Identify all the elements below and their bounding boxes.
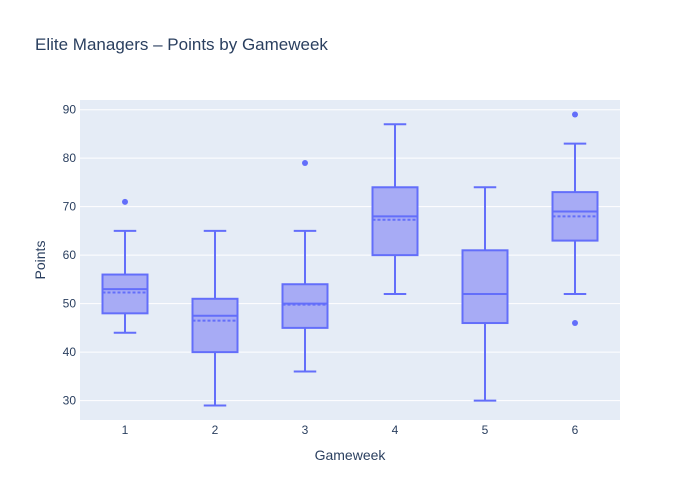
y-tick-labels: 30 40 50 60 70 80 90 xyxy=(63,103,77,408)
x-tick-label: 1 xyxy=(122,423,129,437)
y-gridlines xyxy=(80,109,620,402)
y-tick-label: 30 xyxy=(63,394,77,408)
interquartile-box xyxy=(191,297,239,354)
interquartile-box xyxy=(101,273,149,315)
outlier-point xyxy=(572,111,578,118)
interquartile-box xyxy=(371,186,419,257)
plot-area xyxy=(80,100,620,420)
box-series xyxy=(101,111,599,407)
y-tick-label: 80 xyxy=(63,151,77,165)
y-tick-label: 90 xyxy=(63,103,77,117)
chart-title: Elite Managers – Points by Gameweek xyxy=(35,35,328,54)
box-gameweek-5 xyxy=(461,186,509,402)
outlier-point xyxy=(122,198,128,205)
outlier-point xyxy=(302,160,308,167)
y-axis-title: Points xyxy=(32,241,48,280)
box-gameweek-3 xyxy=(281,160,329,373)
x-tick-labels: 1 2 3 4 5 6 xyxy=(122,423,579,437)
interquartile-box xyxy=(461,249,509,325)
x-tick-label: 4 xyxy=(392,423,399,437)
x-tick-label: 5 xyxy=(482,423,489,437)
x-axis-title: Gameweek xyxy=(315,447,387,463)
x-tick-label: 2 xyxy=(212,423,219,437)
box-gameweek-2 xyxy=(191,229,239,407)
y-tick-label: 50 xyxy=(63,297,77,311)
x-tick-label: 6 xyxy=(572,423,579,437)
y-tick-label: 40 xyxy=(63,345,77,359)
y-tick-label: 60 xyxy=(63,248,77,262)
box-gameweek-4 xyxy=(371,123,419,295)
interquartile-box xyxy=(281,283,329,329)
box-gameweek-1 xyxy=(101,198,149,334)
x-tick-label: 3 xyxy=(302,423,309,437)
outlier-point xyxy=(572,320,578,327)
box-gameweek-6 xyxy=(551,111,599,327)
y-tick-label: 70 xyxy=(63,200,77,214)
